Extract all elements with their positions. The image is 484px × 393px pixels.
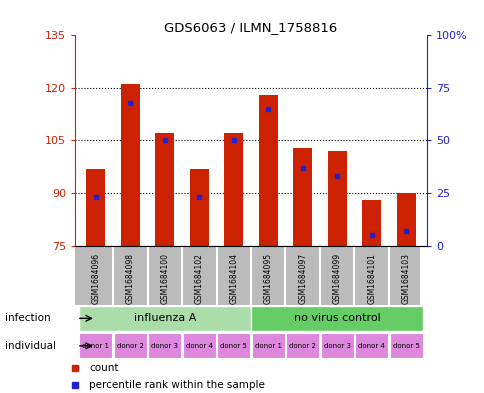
Text: donor 3: donor 3 (323, 343, 350, 349)
Text: individual: individual (5, 341, 56, 351)
Bar (217, 333, 250, 358)
Bar (79, 333, 112, 358)
Text: donor 3: donor 3 (151, 343, 178, 349)
Text: donor 5: donor 5 (392, 343, 419, 349)
Bar (354, 333, 387, 358)
Text: GSM1684103: GSM1684103 (401, 253, 410, 304)
Text: donor 2: donor 2 (288, 343, 316, 349)
Text: GSM1684098: GSM1684098 (125, 253, 135, 304)
Bar (224, 134, 243, 246)
Bar (148, 333, 181, 358)
Text: GSM1684104: GSM1684104 (229, 253, 238, 304)
Text: GSM1684095: GSM1684095 (263, 253, 272, 304)
Bar (189, 169, 208, 246)
Text: count: count (89, 363, 119, 373)
Text: GSM1684100: GSM1684100 (160, 253, 169, 304)
Text: no virus control: no virus control (293, 313, 380, 323)
Text: donor 5: donor 5 (220, 343, 247, 349)
Bar (182, 333, 215, 358)
Bar (251, 333, 284, 358)
Bar (114, 333, 147, 358)
Text: GSM1684101: GSM1684101 (366, 253, 376, 303)
Text: GSM1684102: GSM1684102 (195, 253, 203, 303)
Bar (327, 151, 346, 246)
Bar (258, 95, 277, 246)
Title: GDS6063 / ILMN_1758816: GDS6063 / ILMN_1758816 (164, 21, 337, 34)
Bar (293, 147, 312, 246)
Text: donor 4: donor 4 (358, 343, 384, 349)
Text: GSM1684099: GSM1684099 (332, 253, 341, 304)
Bar (78, 306, 251, 331)
Bar (320, 333, 353, 358)
Bar (155, 134, 174, 246)
Text: GSM1684097: GSM1684097 (298, 253, 306, 304)
Bar (396, 193, 415, 246)
Text: influenza A: influenza A (133, 313, 196, 323)
Text: donor 1: donor 1 (254, 343, 281, 349)
Bar (251, 306, 423, 331)
Text: donor 1: donor 1 (82, 343, 109, 349)
Text: donor 2: donor 2 (117, 343, 143, 349)
Text: donor 4: donor 4 (185, 343, 212, 349)
Bar (362, 200, 380, 246)
Bar (286, 333, 318, 358)
Text: percentile rank within the sample: percentile rank within the sample (89, 380, 265, 389)
Text: infection: infection (5, 313, 50, 323)
Text: GSM1684096: GSM1684096 (91, 253, 100, 304)
Bar (86, 169, 105, 246)
Bar (121, 84, 139, 246)
Bar (389, 333, 422, 358)
